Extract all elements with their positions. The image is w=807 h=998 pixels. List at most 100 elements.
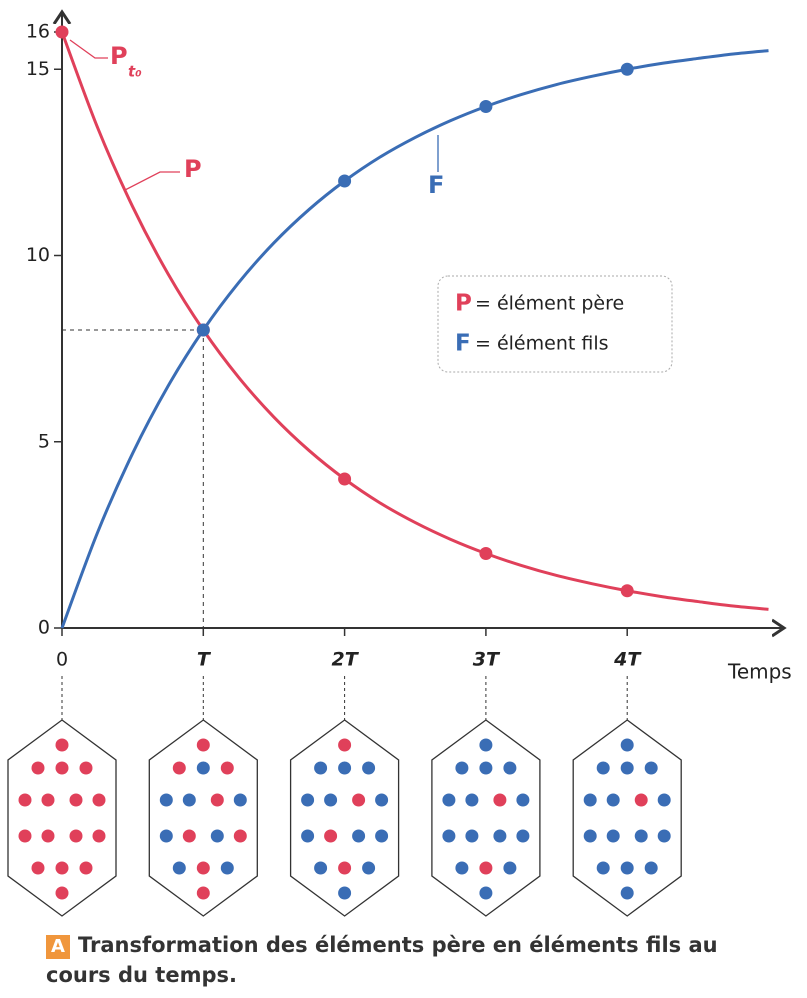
daughter-atom xyxy=(479,762,492,775)
parent-atom xyxy=(211,794,224,807)
daughter-atom xyxy=(211,830,224,843)
daughter-atom xyxy=(455,762,468,775)
parent-atom xyxy=(221,762,234,775)
legend-key: F xyxy=(455,331,471,357)
caption-text: Transformation des éléments père en élém… xyxy=(46,933,718,987)
y-tick-label: 15 xyxy=(26,58,50,80)
daughter-atom xyxy=(338,887,351,900)
daughter-atom xyxy=(493,830,506,843)
daughter-atom xyxy=(314,762,327,775)
parent-atom xyxy=(32,862,45,875)
daughter-atom xyxy=(442,794,455,807)
daughter-atom xyxy=(442,830,455,843)
page: Temps 051015160T2T3T4TPFPt₀P= élément pè… xyxy=(0,0,807,998)
leader xyxy=(70,40,108,58)
daughter-atom xyxy=(621,739,634,752)
parent-atom xyxy=(183,830,196,843)
y-tick-label: 0 xyxy=(38,617,50,639)
x-axis-label: Temps xyxy=(727,660,792,684)
parent-atom xyxy=(19,794,32,807)
marker xyxy=(621,584,634,597)
parent-atom xyxy=(56,739,69,752)
parent-atom xyxy=(56,887,69,900)
daughter-atom xyxy=(607,830,620,843)
marker xyxy=(56,26,69,39)
daughter-atom xyxy=(314,862,327,875)
y-tick-label: 16 xyxy=(26,21,50,43)
parent-atom xyxy=(173,762,186,775)
daughter-atom xyxy=(635,830,648,843)
daughter-atom xyxy=(465,830,478,843)
daughter-atom xyxy=(516,794,529,807)
daughter-atom xyxy=(301,830,314,843)
daughter-atom xyxy=(597,762,610,775)
marker xyxy=(338,175,351,188)
daughter-atom xyxy=(324,794,337,807)
x-tick-label: T xyxy=(197,649,212,671)
parent-atom xyxy=(70,830,83,843)
marker xyxy=(338,473,351,486)
parent-atom xyxy=(493,794,506,807)
parent-atom xyxy=(234,830,247,843)
parent-atom xyxy=(324,830,337,843)
daughter-atom xyxy=(197,762,210,775)
parent-atom xyxy=(42,794,55,807)
daughter-atom xyxy=(584,830,597,843)
daughter-atom xyxy=(301,794,314,807)
start-label: P xyxy=(110,42,128,70)
curve-label: P xyxy=(184,155,202,183)
parent-atom xyxy=(479,862,492,875)
daughter-atom xyxy=(645,862,658,875)
marker xyxy=(621,63,634,76)
daughter-atom xyxy=(503,862,516,875)
x-tick-label: 0 xyxy=(56,649,68,671)
parent-atom xyxy=(338,862,351,875)
daughter-atom xyxy=(160,794,173,807)
x-tick-label: 3T xyxy=(473,649,501,671)
daughter-atom xyxy=(658,830,671,843)
parent-atom xyxy=(32,762,45,775)
marker xyxy=(197,324,210,337)
daughter-atom xyxy=(621,762,634,775)
parent-atom xyxy=(19,830,32,843)
parent-atom xyxy=(197,739,210,752)
parent-atom xyxy=(635,794,648,807)
daughter-atom xyxy=(621,887,634,900)
daughter-atom xyxy=(597,862,610,875)
legend-box xyxy=(438,276,672,372)
parent-atom xyxy=(42,830,55,843)
marker xyxy=(479,100,492,113)
legend-text: = élément père xyxy=(475,293,624,315)
daughter-atom xyxy=(607,794,620,807)
daughter-atom xyxy=(645,762,658,775)
caption-badge: A xyxy=(46,935,70,959)
parent-atom xyxy=(352,794,365,807)
marker xyxy=(479,547,492,560)
parent-atom xyxy=(80,762,93,775)
daughter-atom xyxy=(516,830,529,843)
daughter-atom xyxy=(352,830,365,843)
daughter-atom xyxy=(173,862,186,875)
parent-atom xyxy=(93,830,106,843)
daughter-atom xyxy=(455,862,468,875)
daughter-atom xyxy=(584,794,597,807)
curve-label: F xyxy=(428,171,444,199)
leader xyxy=(125,172,180,190)
legend-key: P xyxy=(455,291,472,317)
daughter-atom xyxy=(479,887,492,900)
parent-atom xyxy=(197,887,210,900)
x-tick-label: 4T xyxy=(613,649,642,671)
y-tick-label: 10 xyxy=(26,244,50,266)
parent-atom xyxy=(56,862,69,875)
daughter-atom xyxy=(479,739,492,752)
parent-atom xyxy=(70,794,83,807)
daughter-atom xyxy=(221,862,234,875)
y-tick-label: 5 xyxy=(38,430,50,452)
daughter-atom xyxy=(621,862,634,875)
parent-atom xyxy=(56,762,69,775)
parent-atom xyxy=(197,862,210,875)
start-label-sub: t₀ xyxy=(128,63,142,81)
parent-atom xyxy=(338,739,351,752)
